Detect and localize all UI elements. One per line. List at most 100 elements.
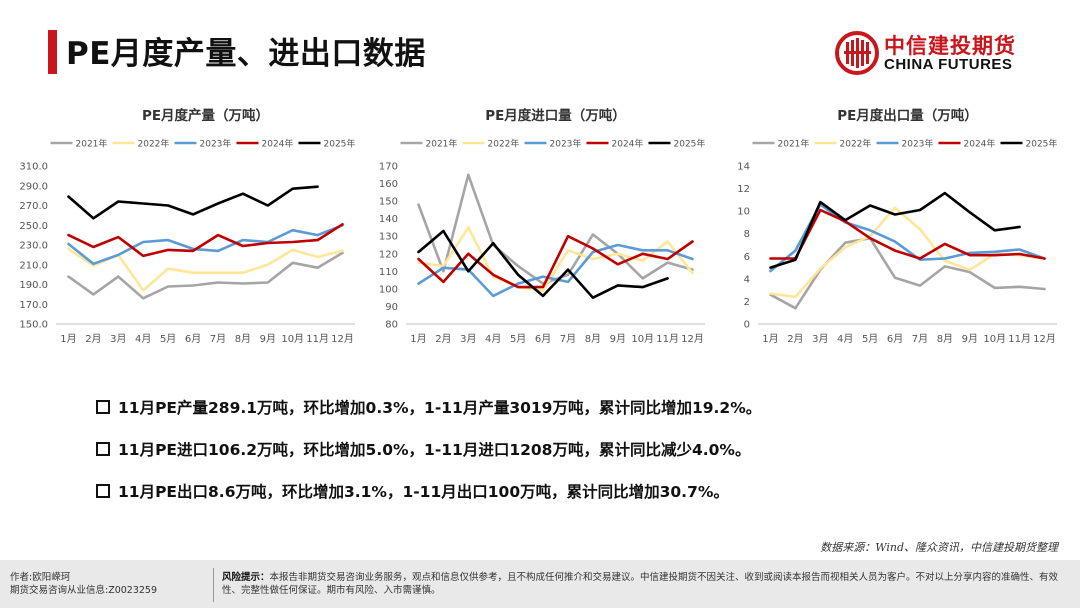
legend-label: 2025年 [324, 138, 356, 150]
legend-label: 2025年 [674, 138, 706, 150]
y-tick-label: 160 [379, 179, 398, 190]
y-tick-label: 130 [379, 232, 398, 243]
logo-text-cn: 中信建投期货 [884, 34, 1016, 58]
legend-label: 2024年 [964, 138, 996, 150]
logo-text-en: CHINA FUTURES [884, 56, 1013, 73]
legend-label: 2023年 [550, 138, 582, 150]
x-tick-label: 3月 [812, 333, 828, 345]
series-line-2025年 [417, 229, 669, 299]
legend-label: 2023年 [200, 138, 232, 150]
series-line-2024年 [769, 208, 1046, 260]
risk-disclaimer: 风险提示：本报告非期货交易咨询业务服务，观点和信息仅供参考，且不构成任何推介和交… [222, 571, 1067, 597]
y-tick-label: 2 [744, 297, 750, 308]
chart-svg: PE月度出口量（万吨） 2021年 2022年 2023年 2024年 2025年 0 2 4 6… [737, 107, 1058, 345]
risk-label: 风险提示： [222, 572, 270, 583]
x-tick-label: 4月 [135, 333, 151, 345]
y-tick-label: 4 [744, 274, 750, 285]
legend-label: 2024年 [612, 138, 644, 150]
series-line-2024年 [417, 234, 694, 289]
chart-title: PE月度产量（万吨） [142, 107, 269, 124]
y-tick-label: 190.0 [19, 280, 48, 291]
y-tick-label: 210.0 [19, 260, 48, 271]
series-line-2022年 [417, 226, 694, 292]
x-tick-label: 7月 [210, 333, 226, 345]
bullet-export: 11月PE出口8.6万吨，环比增加3.1%，1-11月出口100万吨，累计同比增… [96, 480, 1036, 522]
y-tick-label: 90 [385, 302, 398, 313]
series-line-2023年 [67, 224, 344, 266]
x-tick-label: 1月 [60, 333, 76, 345]
x-tick-label: 7月 [912, 333, 928, 345]
y-tick-label: 14 [737, 162, 750, 173]
x-tick-label: 2月 [435, 333, 451, 345]
y-tick-label: 10 [737, 207, 750, 218]
chart-title: PE月度出口量（万吨） [837, 107, 978, 124]
x-tick-label: 12月 [331, 333, 354, 345]
x-tick-label: 1月 [410, 333, 426, 345]
risk-text: 本报告非期货交易咨询业务服务，观点和信息仅供参考，且不构成任何推介和交易建议。中… [222, 572, 1059, 596]
legend-label: 2025年 [1026, 138, 1058, 150]
legend-label: 2022年 [488, 138, 520, 150]
legend-label: 2024年 [262, 138, 294, 150]
series-line-2025年 [769, 191, 1021, 269]
y-tick-label: 140 [379, 214, 398, 225]
y-tick-label: 110 [379, 267, 398, 278]
x-tick-label: 4月 [485, 333, 501, 345]
series-line-2023年 [769, 203, 1046, 273]
y-tick-label: 150 [379, 197, 398, 208]
export-chart: PE月度出口量（万吨） 2021年 2022年 2023年 2024年 2025年 0 2 4 6… [712, 100, 1067, 350]
x-tick-label: 5月 [510, 333, 526, 345]
y-tick-label: 270.0 [19, 201, 48, 212]
y-tick-label: 100 [379, 284, 398, 295]
legend-label: 2021年 [778, 138, 810, 150]
checkbox-square-icon [96, 442, 110, 456]
legend-label: 2023年 [902, 138, 934, 150]
checkbox-square-icon [96, 484, 110, 498]
license-number: 期货交易咨询从业信息:Z0023259 [10, 585, 158, 596]
company-logo: 中信建投期货 CHINA FUTURES [834, 28, 1034, 78]
footer-divider [213, 568, 214, 602]
series-line-2021年 [417, 173, 694, 285]
x-tick-label: 6月 [887, 333, 903, 345]
bullet-text: 11月PE出口8.6万吨，环比增加3.1%，1-11月出口100万吨，累计同比增… [118, 483, 729, 501]
x-tick-label: 5月 [160, 333, 176, 345]
x-tick-label: 10月 [983, 333, 1006, 345]
y-tick-label: 80 [385, 320, 398, 331]
legend-label: 2022年 [840, 138, 872, 150]
y-tick-label: 120 [379, 249, 398, 260]
y-tick-label: 12 [737, 184, 750, 195]
production-chart: PE月度产量（万吨） 2021年 2022年 2023年 2024年 2025年 150.0… [10, 100, 365, 350]
x-tick-label: 11月 [306, 333, 329, 345]
x-tick-label: 11月 [1008, 333, 1031, 345]
footer: 作者:欧阳嵘珂 期货交易咨询从业信息:Z0023259 风险提示：本报告非期货交… [0, 560, 1080, 608]
series-line-2023年 [417, 243, 694, 298]
x-tick-label: 2月 [787, 333, 803, 345]
x-tick-label: 7月 [560, 333, 576, 345]
y-tick-label: 230.0 [19, 241, 48, 252]
legend-label: 2021年 [76, 138, 108, 150]
x-tick-label: 6月 [535, 333, 551, 345]
x-tick-label: 9月 [260, 333, 276, 345]
x-tick-label: 10月 [631, 333, 654, 345]
title-accent-bar [48, 30, 57, 74]
x-tick-label: 3月 [460, 333, 476, 345]
y-tick-label: 150.0 [19, 320, 48, 331]
bullet-import: 11月PE进口106.2万吨，环比增加5.0%，1-11月进口1208万吨，累计… [96, 438, 1036, 480]
summary-bullets: 11月PE产量289.1万吨，环比增加0.3%，1-11月产量3019万吨，累计… [96, 396, 1036, 522]
legend-label: 2021年 [426, 138, 458, 150]
author-name: 作者:欧阳嵘珂 [10, 572, 71, 583]
x-tick-label: 6月 [185, 333, 201, 345]
x-tick-label: 5月 [862, 333, 878, 345]
y-tick-label: 290.0 [19, 181, 48, 192]
y-tick-label: 0 [744, 320, 750, 331]
x-tick-label: 9月 [962, 333, 978, 345]
legend-label: 2022年 [138, 138, 170, 150]
data-source-note: 数据来源：Wind、隆众资讯，中信建投期货整理 [820, 541, 1058, 554]
x-tick-label: 1月 [762, 333, 778, 345]
checkbox-square-icon [96, 400, 110, 414]
x-tick-label: 8月 [937, 333, 953, 345]
y-tick-label: 310.0 [19, 162, 48, 173]
x-tick-label: 12月 [1033, 333, 1056, 345]
y-tick-label: 6 [744, 252, 750, 263]
y-tick-label: 170.0 [19, 300, 48, 311]
y-tick-label: 8 [744, 229, 750, 240]
